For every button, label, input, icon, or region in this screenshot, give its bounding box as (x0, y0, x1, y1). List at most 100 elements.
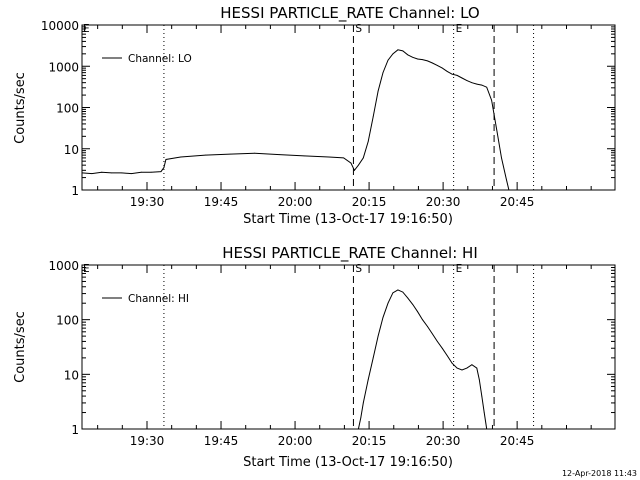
data-point (417, 311, 418, 313)
data-point (412, 304, 414, 305)
data-point (491, 99, 493, 101)
data-point (101, 171, 103, 173)
data-point (478, 379, 480, 381)
event-markers: E S E (83, 23, 462, 35)
data-point (303, 155, 305, 157)
data-point (476, 83, 478, 85)
plot-frame (81, 24, 616, 191)
data-point (407, 54, 409, 56)
data-point (431, 333, 433, 335)
data-point (377, 335, 379, 337)
x-tick-label: 19:45 (204, 434, 239, 448)
data-point (130, 173, 132, 174)
x-tick-label: 20:15 (352, 434, 387, 448)
data-point (180, 156, 182, 158)
data-point (483, 412, 485, 413)
data-point (91, 173, 93, 174)
data-point (481, 395, 483, 397)
y-tick-label: 10000 (41, 19, 79, 33)
data-point (446, 355, 448, 357)
x-tick-label: 20:45 (500, 195, 535, 209)
data-point (397, 49, 399, 51)
y-tick-label: 1 (71, 184, 79, 198)
data-point (360, 417, 362, 419)
data-point (441, 347, 443, 349)
data-point (387, 302, 389, 304)
generation-timestamp: 12-Apr-2018 11:43 (562, 469, 637, 478)
data-point (427, 326, 428, 327)
marker-label: S (355, 23, 362, 35)
data-point (140, 171, 142, 173)
data-point (456, 75, 458, 76)
data-point (392, 292, 394, 294)
data-point (387, 59, 389, 61)
data-point (446, 71, 448, 72)
y-tick-label: 10 (64, 143, 79, 157)
legend-label: Channel: LO (128, 53, 192, 65)
data-point (471, 82, 473, 84)
series-line (357, 289, 488, 430)
data-point (350, 162, 352, 164)
x-tick-label: 20:15 (352, 195, 387, 209)
data-point (431, 62, 433, 64)
data-point (461, 369, 463, 371)
data-point (279, 154, 280, 156)
data-point (121, 172, 122, 174)
chart-title: HESSI PARTICLE_RATE Channel: LO (220, 4, 479, 23)
data-point (486, 86, 488, 88)
y-tick-label: 1000 (48, 259, 79, 273)
data-point (506, 179, 507, 180)
data-point (451, 73, 453, 75)
x-tick-label: 20:45 (500, 434, 535, 448)
series-line (81, 49, 510, 191)
data-point (362, 157, 364, 159)
x-axis-label: Start Time (13-Oct-17 19:16:50) (243, 455, 453, 470)
data-point (427, 60, 428, 62)
data-point (377, 90, 379, 92)
data-point (417, 58, 418, 60)
x-tick-label: 19:45 (204, 195, 239, 209)
data-point (436, 341, 438, 342)
data-point (476, 367, 478, 369)
y-axis-label: Counts/sec (13, 311, 28, 383)
data-point (508, 189, 510, 191)
data-point (328, 156, 330, 158)
plot-panel-lo: HESSI PARTICLE_RATE Channel: LO 19:30 19… (13, 4, 616, 227)
data-point (486, 428, 488, 430)
data-point (163, 167, 165, 168)
data-point (461, 77, 463, 79)
x-axis-label: Start Time (13-Oct-17 19:16:50) (243, 212, 453, 227)
data-point (367, 379, 369, 381)
data-point (357, 164, 359, 166)
data-point (501, 157, 502, 159)
data-point (343, 157, 344, 159)
marker-label: E (456, 263, 463, 275)
marker-label: S (355, 263, 362, 275)
data-point (466, 80, 468, 81)
x-tick-label: 20:30 (426, 434, 461, 448)
data-point (382, 317, 384, 318)
data-point (160, 171, 162, 172)
data-point (165, 159, 167, 160)
x-tick-label: 20:00 (278, 195, 313, 209)
data-point (81, 172, 83, 174)
event-markers: E S E (83, 263, 462, 275)
marker-label: E (83, 263, 90, 275)
x-tick-label: 20:30 (426, 195, 461, 209)
plot-frame (81, 264, 616, 430)
marker-label: E (456, 23, 463, 35)
data-point (422, 319, 423, 321)
plot-panel-hi: HESSI PARTICLE_RATE Channel: HI 19:30 19… (13, 244, 616, 470)
data-point (372, 116, 374, 118)
data-point (354, 169, 355, 171)
data-point (402, 50, 404, 52)
y-axis: 1 10 100 1000 (48, 259, 79, 437)
data-point (466, 367, 468, 369)
data-point (254, 152, 256, 154)
data-point (422, 59, 423, 60)
chart-title: HESSI PARTICLE_RATE Channel: HI (222, 244, 478, 263)
x-axis: 19:30 19:45 20:00 20:15 20:30 20:45 (130, 434, 535, 448)
y-tick-label: 100 (56, 314, 79, 328)
y-tick-label: 10 (64, 368, 79, 382)
